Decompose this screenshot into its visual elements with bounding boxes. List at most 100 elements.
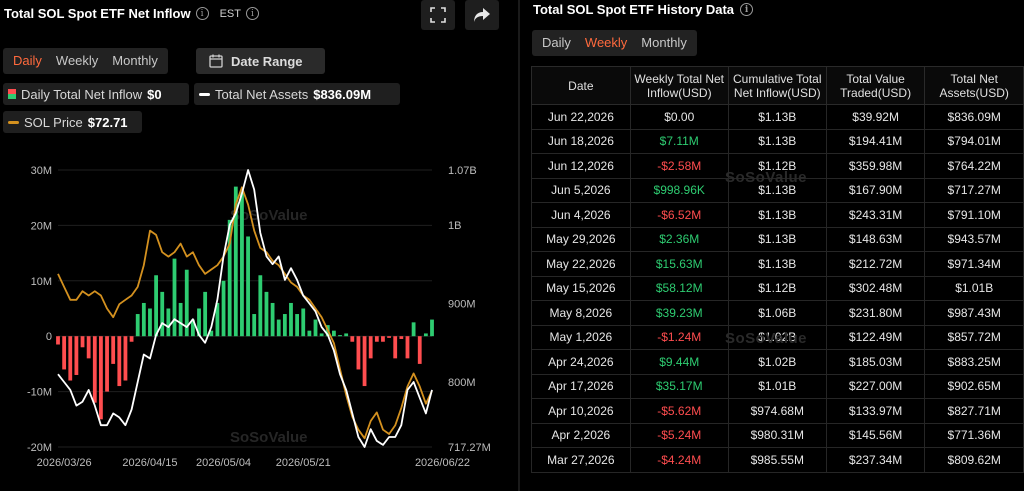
- cell-net-assets: $883.25M: [924, 349, 1024, 375]
- fullscreen-button[interactable]: [421, 0, 455, 30]
- cell-date: Apr 2,2026: [531, 422, 631, 448]
- right-axis-tick-label: 800M: [448, 377, 476, 389]
- table-row[interactable]: Apr 10,2026 -$5.62M $974.68M $133.97M $827.7…: [531, 398, 1024, 424]
- inflow-bar: [405, 336, 410, 359]
- timezone-info-icon[interactable]: i: [245, 7, 259, 20]
- inflow-bar: [430, 319, 434, 337]
- inflow-bar: [301, 308, 306, 337]
- history-table-header: Date Weekly Total Net Inflow(USD) Cumula…: [531, 66, 1024, 105]
- table-row[interactable]: May 22,2026 $15.63M $1.13B $212.72M $971.34M: [531, 251, 1024, 277]
- inflow-bar: [154, 275, 158, 337]
- tab-daily[interactable]: Daily: [13, 53, 42, 68]
- cell-value-traded: $122.49M: [825, 324, 926, 350]
- tab-monthly[interactable]: Monthly: [112, 53, 158, 68]
- table-row[interactable]: Jun 4,2026 -$6.52M $1.13B $243.31M $791.10M: [531, 202, 1024, 228]
- cell-weekly-inflow: $998.96K: [629, 177, 729, 203]
- table-row[interactable]: May 8,2026 $39.23M $1.06B $231.80M $987.43M: [531, 300, 1024, 326]
- total-net-assets-line: [57, 169, 433, 448]
- cell-net-assets: $771.36M: [924, 422, 1024, 448]
- inflow-bar: [319, 333, 324, 337]
- cell-cumulative-inflow: $1.13B: [727, 104, 827, 130]
- col-date: Date: [531, 66, 631, 105]
- table-row[interactable]: Apr 24,2026 $9.44M $1.02B $185.03M $883.25M: [531, 349, 1024, 375]
- history-title: Total SOL Spot ETF History Data: [533, 2, 735, 17]
- inflow-bar: [62, 336, 67, 370]
- table-row[interactable]: Apr 17,2026 $35.17M $1.01B $227.00M $902.65M: [531, 373, 1024, 399]
- inflow-bar: [105, 336, 109, 392]
- inflow-bar: [332, 330, 336, 337]
- table-row[interactable]: Jun 18,2026 $7.11M $1.13B $194.41M $794.01M: [531, 128, 1024, 154]
- cell-weekly-inflow: $58.12M: [629, 275, 729, 301]
- cell-cumulative-inflow: $985.55M: [727, 447, 827, 473]
- cell-cumulative-inflow: $1.13B: [727, 128, 827, 154]
- cell-date: May 15,2026: [531, 275, 631, 301]
- history-title-row: Total SOL Spot ETF History Data i: [533, 2, 754, 17]
- cell-cumulative-inflow: $974.68M: [727, 398, 827, 424]
- inflow-bar: [356, 336, 361, 370]
- chart-title: Total SOL Spot ETF Net Inflow: [4, 6, 191, 21]
- history-tab-monthly[interactable]: Monthly: [641, 35, 687, 50]
- table-row[interactable]: May 1,2026 -$1.24M $1.02B $122.49M $857.72M: [531, 324, 1024, 350]
- cell-value-traded: $39.92M: [825, 104, 926, 130]
- history-table: Date Weekly Total Net Inflow(USD) Cumula…: [531, 66, 1024, 473]
- cell-net-assets: $791.10M: [924, 202, 1024, 228]
- cell-date: Jun 18,2026: [531, 128, 631, 154]
- panel-divider: [518, 0, 520, 491]
- legend-sol-price[interactable]: SOL Price $72.71: [3, 111, 142, 133]
- table-row[interactable]: Jun 5,2026 $998.96K $1.13B $167.90M $717.27M: [531, 177, 1024, 203]
- cell-value-traded: $133.97M: [825, 398, 926, 424]
- inflow-bar: [203, 291, 208, 337]
- date-range-button[interactable]: Date Range: [196, 48, 325, 74]
- right-axis-tick-label: 1.07B: [448, 165, 477, 177]
- table-row[interactable]: May 15,2026 $58.12M $1.12B $302.48M $1.01B: [531, 275, 1024, 301]
- inflow-bar: [270, 302, 275, 337]
- history-tab-weekly[interactable]: Weekly: [584, 35, 628, 50]
- date-range-label: Date Range: [231, 53, 303, 69]
- cell-date: Apr 17,2026: [531, 373, 631, 399]
- calendar-icon: [209, 54, 223, 68]
- inflow-bar: [307, 330, 312, 337]
- cell-weekly-inflow: $2.36M: [629, 226, 729, 252]
- cell-weekly-inflow: -$2.58M: [629, 153, 729, 179]
- cell-net-assets: $764.22M: [924, 153, 1024, 179]
- inflow-bar: [123, 336, 128, 381]
- tab-weekly[interactable]: Weekly: [55, 53, 99, 68]
- chart-title-row: Total SOL Spot ETF Net Inflow i EST i: [4, 6, 259, 21]
- history-info-icon[interactable]: i: [740, 3, 754, 16]
- cell-date: May 1,2026: [531, 324, 631, 350]
- cell-value-traded: $212.72M: [825, 251, 926, 277]
- table-row[interactable]: May 29,2026 $2.36M $1.13B $148.63M $943.57M: [531, 226, 1024, 252]
- cell-cumulative-inflow: $1.12B: [727, 153, 827, 179]
- inflow-bar: [240, 192, 244, 337]
- cell-value-traded: $148.63M: [825, 226, 926, 252]
- history-tab-daily[interactable]: Daily: [542, 35, 571, 50]
- x-axis-tick-label: 2026/06/22: [415, 457, 470, 469]
- legend-assets-value: $836.09M: [313, 86, 372, 102]
- legend-total-assets[interactable]: Total Net Assets $836.09M: [194, 83, 400, 105]
- table-watermark-bottom: SoSoValue: [725, 330, 808, 347]
- price-line-swatch-icon: [8, 120, 19, 124]
- legend-assets-label: Total Net Assets: [215, 86, 309, 102]
- cell-value-traded: $231.80M: [825, 300, 926, 326]
- inflow-bar: [246, 236, 250, 337]
- inflow-swatch-icon: [8, 89, 16, 99]
- legend-price-label: SOL Price: [24, 114, 83, 130]
- inflow-bar: [344, 333, 349, 337]
- inflow-bar: [252, 314, 257, 337]
- share-button[interactable]: [465, 0, 499, 30]
- inflow-bar: [129, 336, 134, 342]
- cell-cumulative-inflow: $1.12B: [727, 275, 827, 301]
- table-row[interactable]: Mar 27,2026 -$4.24M $985.55M $237.34M $809.6…: [531, 447, 1024, 473]
- table-row[interactable]: Jun 22,2026 $0.00 $1.13B $39.92M $836.09M: [531, 104, 1024, 130]
- table-row[interactable]: Apr 2,2026 -$5.24M $980.31M $145.56M $771.36…: [531, 422, 1024, 448]
- table-watermark-top: SoSoValue: [725, 169, 808, 186]
- cell-weekly-inflow: $35.17M: [629, 373, 729, 399]
- cell-cumulative-inflow: $1.06B: [727, 300, 827, 326]
- cell-date: Jun 22,2026: [531, 104, 631, 130]
- inflow-bar: [227, 219, 232, 337]
- cell-net-assets: $943.57M: [924, 226, 1024, 252]
- legend-daily-inflow[interactable]: Daily Total Net Inflow $0: [3, 83, 189, 105]
- info-icon[interactable]: i: [195, 7, 209, 20]
- history-tabs: Daily Weekly Monthly: [532, 30, 697, 56]
